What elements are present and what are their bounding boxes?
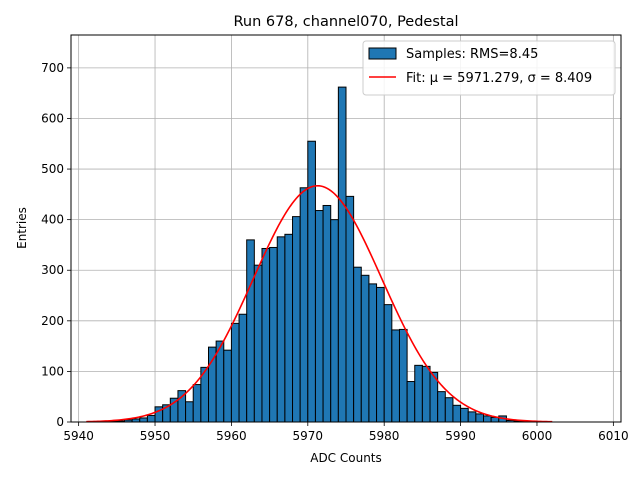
histogram-bar — [261, 247, 271, 423]
histogram-bar — [322, 204, 332, 423]
x-tick-label: 6010 — [598, 429, 629, 443]
axis-ticks: 5940 5950 5960 5970 5980 5990 6000 6010 0 100 200 3… — [41, 61, 629, 443]
histogram-bar — [307, 140, 316, 423]
y-tick-label: 600 — [41, 111, 64, 125]
x-tick-label: 5940 — [63, 429, 94, 443]
histogram-bar — [246, 239, 255, 423]
histogram-bars — [101, 86, 530, 423]
histogram-bar — [360, 274, 370, 423]
x-tick-label: 5990 — [445, 429, 476, 443]
x-tick-label: 5980 — [369, 429, 400, 443]
histogram-bar — [391, 329, 400, 423]
histogram-bar — [292, 216, 301, 423]
histogram-bar — [460, 407, 469, 423]
histogram-bar — [383, 304, 393, 423]
histogram-bar — [276, 236, 286, 423]
y-tick-label: 100 — [41, 364, 64, 378]
legend-swatch-samples — [368, 47, 397, 60]
histogram-bar — [421, 365, 431, 423]
histogram-bar — [475, 413, 485, 423]
histogram-bar — [299, 187, 309, 423]
x-tick-label: 5960 — [216, 429, 247, 443]
y-axis-title: Entries — [15, 207, 29, 249]
histogram-bar — [269, 246, 278, 423]
histogram-bar — [223, 349, 232, 423]
histogram-bar — [230, 322, 240, 423]
chart-title: Run 678, channel070, Pedestal — [233, 14, 458, 30]
histogram-bar — [208, 346, 217, 423]
x-axis-title: ADC Counts — [310, 451, 382, 465]
histogram-bar — [139, 417, 148, 423]
histogram-bar — [467, 411, 477, 423]
y-tick-label: 500 — [41, 162, 64, 176]
histogram-bar — [337, 86, 347, 423]
y-tick-label: 0 — [56, 415, 64, 429]
y-tick-label: 700 — [41, 61, 64, 75]
histogram-bar — [330, 219, 339, 423]
histogram-bar — [406, 381, 416, 423]
histogram-bar — [398, 328, 408, 423]
histogram-bar — [253, 264, 263, 423]
histogram-bar — [192, 384, 202, 423]
x-tick-label: 5970 — [293, 429, 324, 443]
histogram-bar — [483, 415, 492, 423]
y-tick-label: 300 — [41, 263, 64, 277]
histogram-bar — [437, 391, 446, 423]
histogram-bar — [238, 313, 248, 423]
histogram-bar — [452, 404, 462, 423]
y-tick-label: 400 — [41, 213, 64, 227]
fit-curve — [86, 184, 553, 423]
legend-box — [362, 40, 616, 96]
x-tick-label: 6000 — [522, 429, 553, 443]
histogram-bar — [314, 210, 324, 423]
histogram-bar — [284, 233, 294, 423]
legend-label-fit: Fit: μ = 5971.279, σ = 8.409 — [406, 71, 592, 86]
x-tick-label: 5950 — [140, 429, 171, 443]
histogram-bar — [353, 266, 362, 423]
histogram-bar — [414, 364, 423, 423]
histogram-bar — [444, 397, 454, 423]
histogram-bar — [185, 401, 194, 423]
histogram-bar — [368, 283, 378, 423]
histogram-bar — [146, 414, 156, 423]
plot-frame — [70, 34, 622, 423]
histogram-bar — [376, 286, 385, 423]
y-tick-label: 200 — [41, 314, 64, 328]
legend-label-samples: Samples: RMS=8.45 — [406, 47, 538, 62]
histogram-bar — [345, 195, 355, 423]
legend: Samples: RMS=8.45 Fit: μ = 5971.279, σ =… — [362, 40, 616, 96]
